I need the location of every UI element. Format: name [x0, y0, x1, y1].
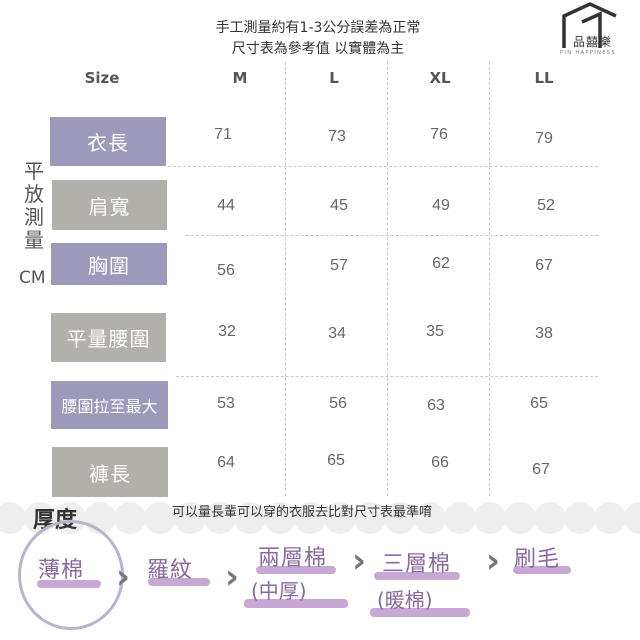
thickness-level-fleece: 刷毛 — [514, 547, 561, 572]
row-label-pants-length: 褲長 — [52, 447, 168, 497]
grid-line-vertical — [285, 62, 286, 496]
thickness-level-triple: 三層棉 — [382, 552, 452, 577]
level-highlight — [374, 572, 460, 580]
size-header: Size — [84, 69, 120, 87]
logo-subtitle: PIN HAPPINESS — [560, 50, 616, 56]
selected-ring — [18, 520, 124, 630]
table-cell: 62 — [432, 255, 450, 272]
table-cell: 66 — [431, 454, 449, 471]
measurement-note: 手工測量約有1-3公分誤差為正常 — [215, 20, 421, 36]
house-outline-icon — [562, 2, 617, 48]
chevron-right-icon: › — [486, 541, 501, 581]
brand-logo: 品囍樂 PIN HAPPINESS — [560, 2, 636, 60]
table-cell: 79 — [535, 130, 553, 147]
table-cell: 71 — [214, 126, 232, 143]
table-cell: 53 — [217, 395, 235, 412]
table-cell: 64 — [217, 454, 235, 471]
column-header-l: L — [329, 69, 339, 87]
side-caption: 平 放 測 量 — [21, 160, 47, 252]
level-highlight — [513, 566, 571, 574]
grid-line-vertical — [387, 62, 388, 496]
thickness-level-thin: 薄棉 — [38, 558, 85, 583]
level-highlight — [37, 580, 101, 588]
table-cell: 45 — [330, 197, 348, 214]
reference-note: 尺寸表為參考值 以實體為主 — [231, 41, 405, 57]
table-cell: 73 — [328, 128, 346, 145]
table-cell: 56 — [217, 262, 235, 279]
table-cell: 34 — [328, 325, 346, 342]
side-caption-char: 放 — [24, 182, 44, 206]
column-header-xl: XL — [429, 69, 451, 87]
table-cell: 57 — [330, 257, 348, 274]
table-cell: 65 — [327, 452, 345, 469]
table-cell: 56 — [329, 395, 347, 412]
chevron-right-icon: › — [352, 541, 367, 581]
table-cell: 65 — [530, 395, 548, 412]
chevron-right-icon: › — [116, 557, 131, 597]
side-caption-char: 平 — [24, 159, 44, 183]
table-cell: 32 — [218, 323, 236, 340]
thickness-level-rib: 羅紋 — [147, 558, 194, 583]
table-cell: 35 — [426, 323, 444, 340]
table-cell: 52 — [537, 197, 555, 214]
level-highlight — [370, 608, 470, 617]
logo-text: 品囍樂 — [573, 35, 613, 49]
row-label-chest: 胸圍 — [51, 243, 167, 285]
measure-tip: 可以量長輩可以穿的衣服去比對尺寸表最準唷 — [172, 505, 433, 520]
level-highlight — [256, 566, 336, 574]
grid-line-vertical — [489, 62, 490, 496]
level-highlight — [148, 578, 210, 586]
thickness-level-double: 兩層棉 — [258, 546, 328, 571]
decorative-dots — [0, 502, 640, 534]
row-label-length: 衣長 — [50, 117, 166, 166]
table-cell: 38 — [535, 325, 553, 342]
level-highlight — [244, 599, 348, 608]
grid-line-horizontal — [176, 376, 598, 377]
thickness-level-triple-sub: (暖棉) — [377, 588, 433, 612]
thickness-level-double-sub: (中厚) — [251, 579, 307, 603]
row-label-shoulder: 肩寬 — [52, 180, 167, 230]
unit-label: CM — [19, 268, 46, 288]
side-caption-char: 量 — [24, 228, 44, 252]
side-caption-char: 測 — [24, 205, 44, 229]
table-cell: 67 — [535, 257, 553, 274]
column-header-ll: LL — [534, 69, 554, 87]
table-cell: 49 — [432, 197, 450, 214]
table-cell: 67 — [532, 461, 550, 478]
column-header-m: M — [232, 69, 248, 87]
grid-line-horizontal — [186, 235, 598, 236]
grid-line-horizontal — [168, 166, 598, 167]
table-cell: 63 — [427, 397, 445, 414]
chevron-right-icon: › — [225, 557, 240, 597]
table-cell: 76 — [430, 126, 448, 143]
row-label-waist: 平量腰圍 — [51, 313, 166, 362]
table-cell: 44 — [217, 197, 235, 214]
row-label-waist-stretched: 腰圍拉至最大 — [51, 381, 168, 429]
